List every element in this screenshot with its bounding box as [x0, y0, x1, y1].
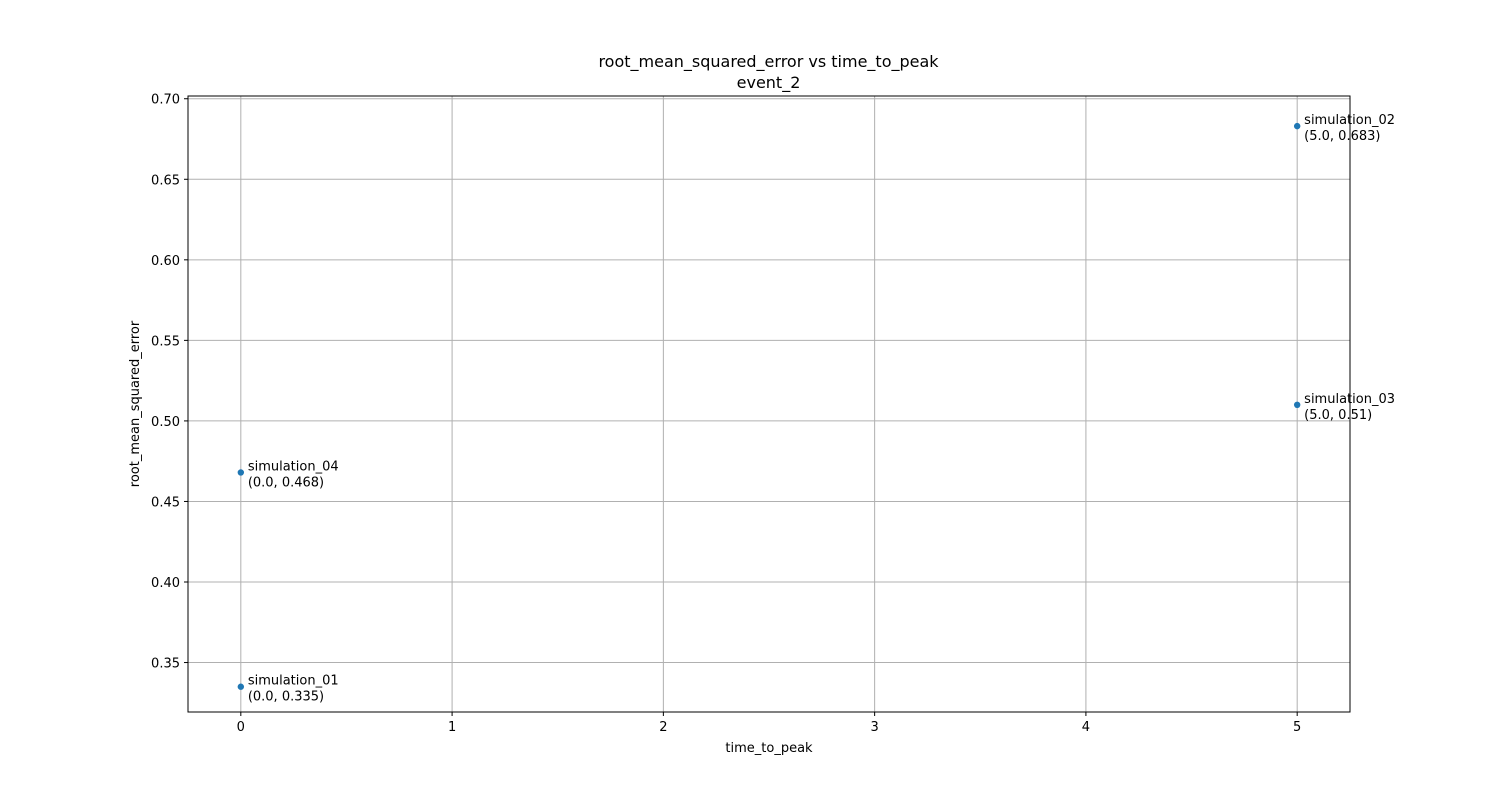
scatter-point: [237, 469, 245, 476]
point-coordinate-label: (0.0, 0.468): [248, 475, 324, 490]
y-tick-label: 0.70: [151, 93, 180, 108]
point-name-label: simulation_01: [248, 674, 339, 689]
y-tick-label: 0.35: [151, 657, 180, 672]
x-tick-label: 5: [1293, 720, 1301, 735]
point-coordinate-label: (5.0, 0.51): [1304, 408, 1372, 423]
x-tick-label: 0: [237, 720, 245, 735]
point-name-label: simulation_04: [248, 459, 339, 474]
plot-area-frame: [187, 95, 1351, 713]
point-coordinate-label: (5.0, 0.683): [1304, 129, 1380, 144]
chart-subtitle: event_2: [737, 73, 801, 93]
scatter-point: [1293, 401, 1301, 409]
scatter-point: [237, 683, 245, 690]
y-tick-label: 0.55: [151, 334, 180, 349]
scatter-point: [1293, 122, 1301, 130]
data-points: simulation_02(5.0, 0.683)simulation_03(5…: [237, 113, 1395, 705]
point-coordinate-label: (0.0, 0.335): [248, 690, 324, 705]
y-tick-label: 0.50: [151, 415, 180, 430]
y-tick-label: 0.65: [151, 173, 180, 188]
y-tick-label: 0.40: [151, 576, 180, 591]
chart-title: root_mean_squared_error vs time_to_peak: [598, 52, 939, 72]
axis-ticks: 0 1 2 3 4 5 0.35 0.40 0.45 0.50 0.55 0.60 0.65 0.70: [151, 93, 1301, 735]
y-tick-label: 0.45: [151, 495, 180, 510]
x-axis-label: time_to_peak: [725, 741, 813, 756]
y-axis-label: root_mean_squared_error: [128, 320, 143, 487]
x-tick-label: 3: [870, 720, 878, 735]
y-tick-label: 0.60: [151, 254, 180, 269]
grid-lines: [188, 96, 1350, 712]
x-tick-label: 4: [1082, 720, 1090, 735]
x-tick-label: 1: [448, 720, 456, 735]
x-tick-label: 2: [659, 720, 667, 735]
